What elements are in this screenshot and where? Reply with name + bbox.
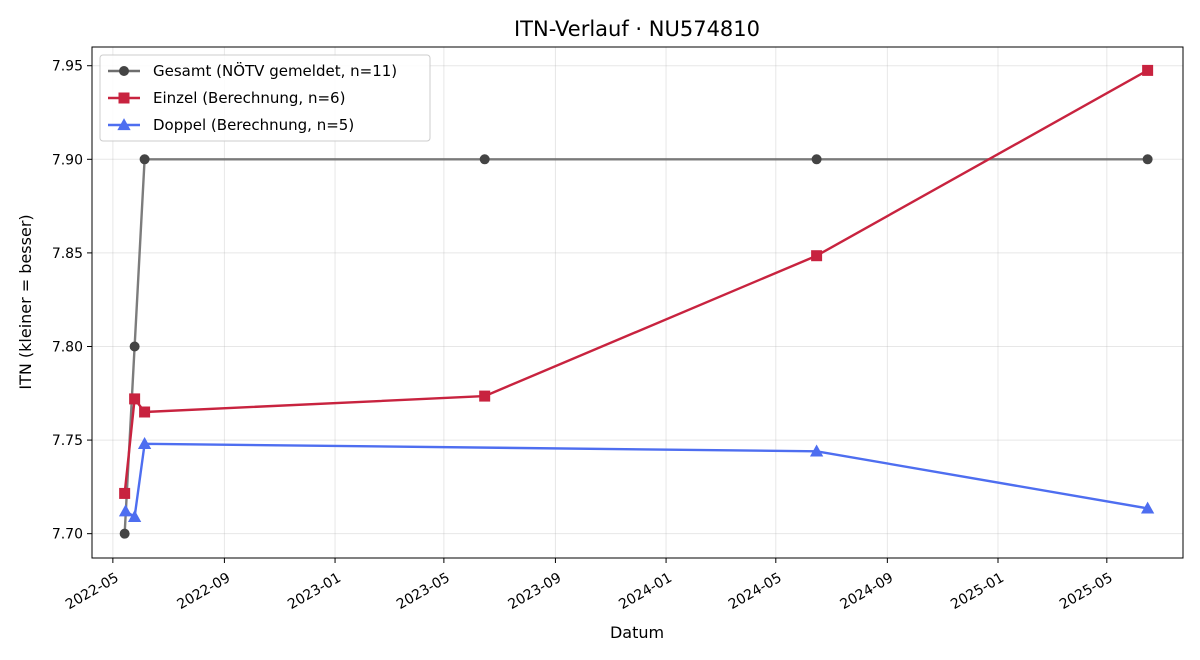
data-point	[811, 154, 822, 165]
data-point	[139, 154, 150, 165]
legend-entry: Einzel (Berechnung, n=6)	[108, 89, 345, 107]
legend-entry: Gesamt (NÖTV gemeldet, n=11)	[108, 61, 397, 80]
legend-label: Doppel (Berechnung, n=5)	[153, 116, 354, 134]
data-point	[137, 436, 152, 449]
data-point	[129, 341, 140, 352]
data-point	[127, 509, 142, 522]
y-tick-label: 7.80	[52, 339, 83, 355]
y-tick-label: 7.70	[52, 527, 83, 543]
series-line	[123, 69, 1149, 494]
legend-marker	[118, 92, 130, 104]
legend-label: Einzel (Berechnung, n=6)	[153, 89, 345, 107]
x-axis-label: Datum	[610, 623, 664, 642]
series-layer	[118, 64, 1155, 539]
series-triangle	[118, 436, 1155, 522]
series-circle	[119, 154, 1153, 539]
legend-marker	[117, 118, 131, 131]
data-point	[119, 528, 130, 539]
data-point	[1140, 501, 1155, 514]
legend-box	[99, 54, 431, 142]
data-point	[479, 390, 491, 402]
data-point	[811, 250, 823, 262]
plot-frame	[91, 46, 1184, 559]
legend-entry: Doppel (Berechnung, n=5)	[108, 116, 354, 134]
chart-title: ITN-Verlauf · NU574810	[514, 17, 760, 41]
legend: Gesamt (NÖTV gemeldet, n=11) Einzel (Bere…	[99, 54, 431, 142]
y-tick-label: 7.85	[52, 246, 83, 262]
series-line	[123, 158, 1148, 534]
y-tick-label: 7.75	[52, 433, 83, 449]
y-axis-ticks: 7.70 7.75 7.80 7.85 7.90 7.95	[52, 59, 92, 543]
y-tick-label: 7.90	[52, 152, 83, 168]
data-point	[809, 444, 824, 457]
data-point	[118, 504, 133, 517]
data-point	[1142, 154, 1153, 165]
data-point	[119, 487, 131, 499]
data-point	[129, 393, 141, 405]
series-square	[119, 64, 1154, 499]
y-tick-label: 7.95	[52, 59, 83, 75]
data-point	[139, 406, 151, 418]
y-axis-label: ITN (kleiner = besser)	[16, 214, 35, 389]
legend-marker	[119, 66, 129, 76]
legend-label: Gesamt (NÖTV gemeldet, n=11)	[153, 61, 397, 80]
data-point	[1142, 64, 1154, 76]
data-point	[479, 154, 490, 165]
